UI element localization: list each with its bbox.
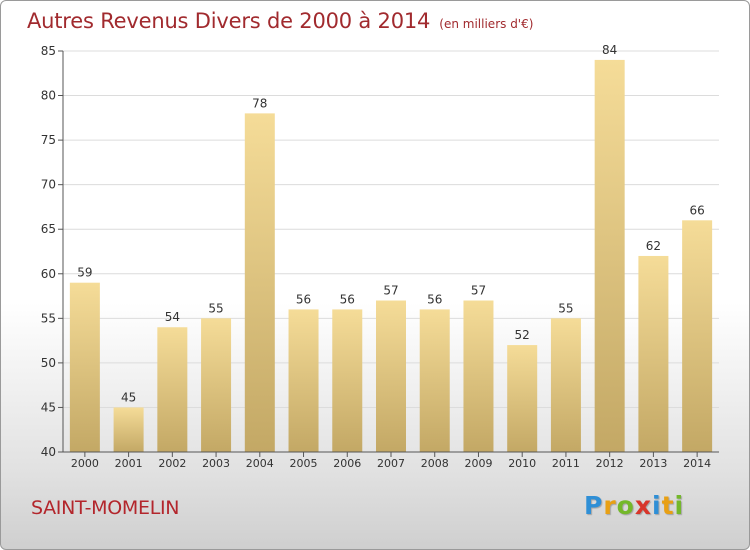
x-tick-label: 2014 [683,457,711,470]
bar [69,282,100,452]
data-label: 55 [208,301,223,315]
bar [201,318,232,452]
data-label: 84 [602,43,617,57]
bar [244,113,275,452]
chart-title: Autres Revenus Divers de 2000 à 2014 [27,9,431,33]
x-tick-label: 2002 [158,457,186,470]
chart-header: Autres Revenus Divers de 2000 à 2014 (en… [27,9,533,33]
bar [113,407,144,452]
bar [550,318,581,452]
data-label: 56 [340,292,355,306]
data-label: 56 [427,292,442,306]
x-tick-label: 2010 [508,457,536,470]
y-tick-label: 55 [41,311,56,325]
logo-letter: i [674,491,685,520]
x-tick-label: 2009 [464,457,492,470]
bar [507,345,538,452]
data-label: 62 [646,239,661,253]
x-tick-label: 2003 [202,457,230,470]
x-tick-label: 2011 [552,457,580,470]
bar [682,220,713,452]
data-label: 55 [558,301,573,315]
data-label: 45 [121,390,136,404]
y-tick-label: 50 [41,356,56,370]
y-tick-label: 75 [41,133,56,147]
data-label: 57 [383,284,398,298]
bar [157,327,188,452]
logo-letter: t [661,491,675,520]
chart-subtitle: (en milliers d'€) [439,17,534,31]
bars [69,59,713,453]
data-label: 59 [77,266,92,280]
y-tick-label: 40 [41,445,56,459]
x-tick-label: 2008 [421,457,449,470]
data-label: 57 [471,284,486,298]
x-tick-label: 2004 [246,457,274,470]
axes [58,50,719,457]
x-tick-label: 2005 [290,457,318,470]
y-tick-label: 60 [41,267,56,281]
y-tick-label: 65 [41,222,56,236]
x-tick-label: 2006 [333,457,361,470]
data-label: 52 [515,328,530,342]
data-label: 54 [165,310,180,324]
bar [419,309,450,452]
data-label: 56 [296,292,311,306]
logo-letter: r [603,491,617,520]
y-tick-label: 85 [41,44,56,58]
logo-letter: x [634,491,652,520]
y-tick-label: 80 [41,89,56,103]
x-tick-label: 2001 [115,457,143,470]
logo-letter: i [652,491,662,520]
bar [463,300,494,452]
x-tick-label: 2013 [639,457,667,470]
x-tick-label: 2007 [377,457,405,470]
location-name: SAINT-MOMELIN [31,497,180,519]
y-tick-label: 45 [41,400,56,414]
proxiti-logo: Proxiti [584,491,684,520]
bar [638,255,669,452]
bar [376,300,406,452]
bar [332,309,363,452]
labels: 40 45 50 55 60 65 70 75 80 85 59 2000 45 2001 54 2002 55… [41,43,711,470]
bar [594,59,625,453]
y-tick-label: 70 [41,178,56,192]
x-tick-label: 2000 [71,457,99,470]
x-tick-label: 2012 [596,457,624,470]
data-label: 78 [252,96,267,110]
bar [288,309,319,452]
data-label: 66 [689,203,704,217]
logo-letter: P [584,491,604,520]
logo-letter: o [616,491,635,520]
